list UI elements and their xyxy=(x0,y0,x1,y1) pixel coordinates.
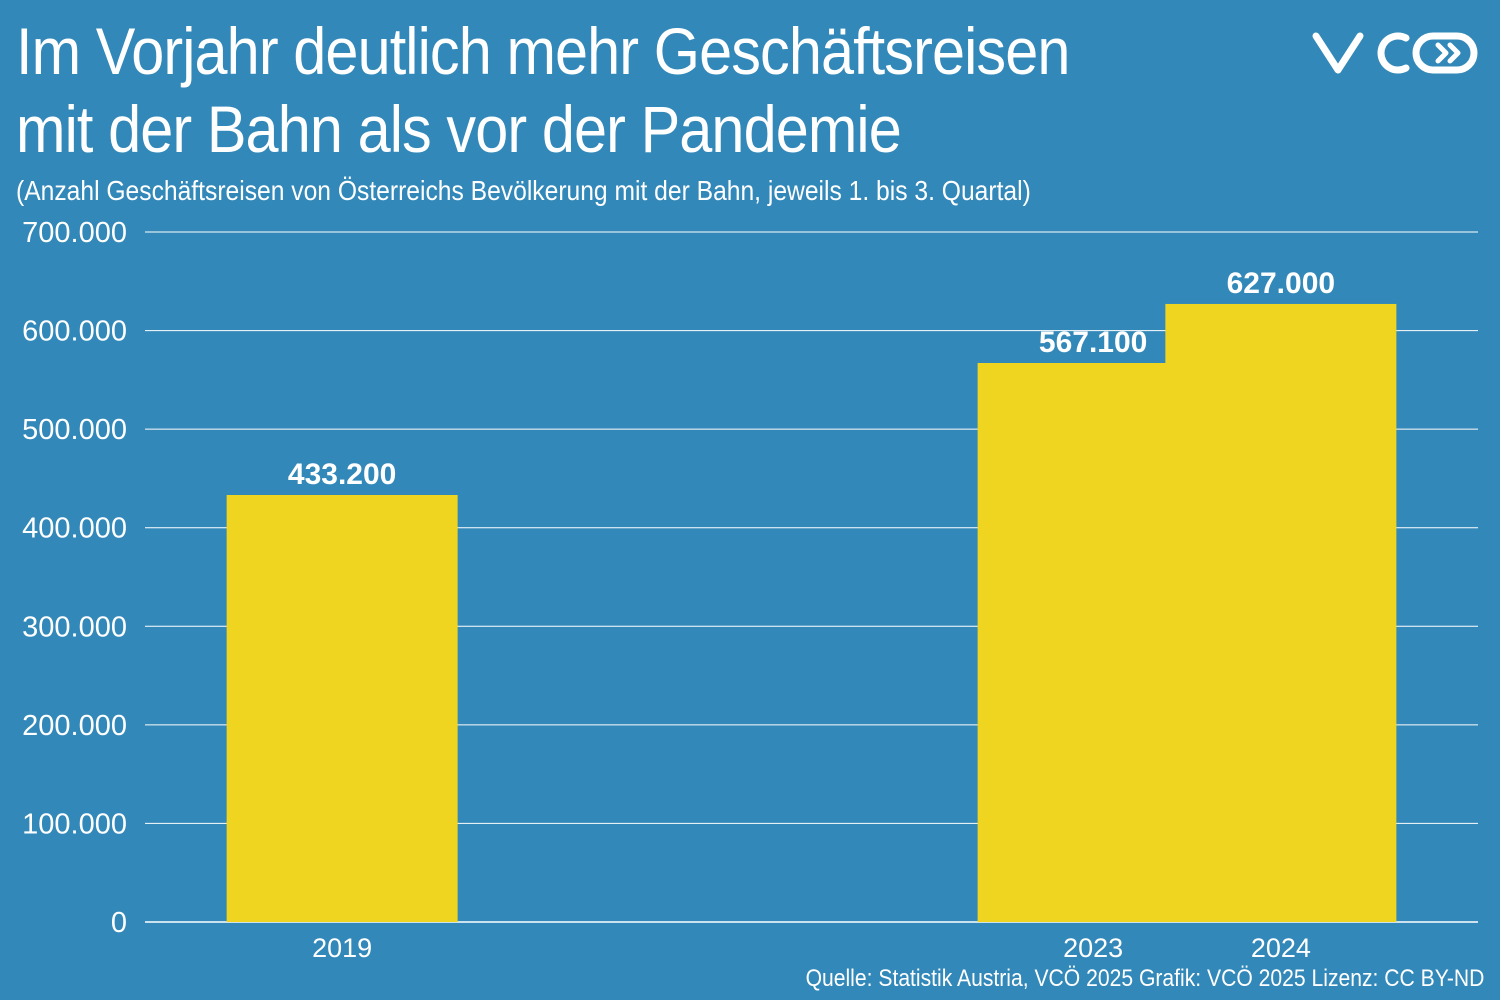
y-tick-label: 0 xyxy=(111,907,127,939)
y-tick-label: 200.000 xyxy=(22,710,127,742)
x-tick-label: 2019 xyxy=(312,933,372,963)
source-footer: Quelle: Statistik Austria, VCÖ 2025 Graf… xyxy=(805,965,1484,992)
y-tick-label: 700.000 xyxy=(22,217,127,249)
x-tick-label: 2024 xyxy=(1251,933,1311,963)
chart-title: Im Vorjahr deutlich mehr Geschäftsreisen… xyxy=(16,12,1132,168)
chart-title-line-1: Im Vorjahr deutlich mehr Geschäftsreisen xyxy=(16,14,1070,88)
x-tick-label: 2023 xyxy=(1063,933,1123,963)
data-label: 567.100 xyxy=(1039,326,1147,359)
data-label: 627.000 xyxy=(1227,267,1335,300)
y-tick-label: 600.000 xyxy=(22,316,127,348)
bar xyxy=(226,494,458,922)
y-tick-label: 100.000 xyxy=(22,808,127,840)
bar xyxy=(1165,303,1397,922)
vco-logo xyxy=(1312,32,1478,74)
y-tick-label: 300.000 xyxy=(22,611,127,643)
chart-subtitle: (Anzahl Geschäftsreisen von Österreichs … xyxy=(16,175,1031,206)
y-tick-label: 400.000 xyxy=(22,513,127,545)
y-tick-label: 500.000 xyxy=(22,414,127,446)
chart-title-line-2: mit der Bahn als vor der Pandemie xyxy=(16,92,902,166)
data-label: 433.200 xyxy=(288,458,396,491)
